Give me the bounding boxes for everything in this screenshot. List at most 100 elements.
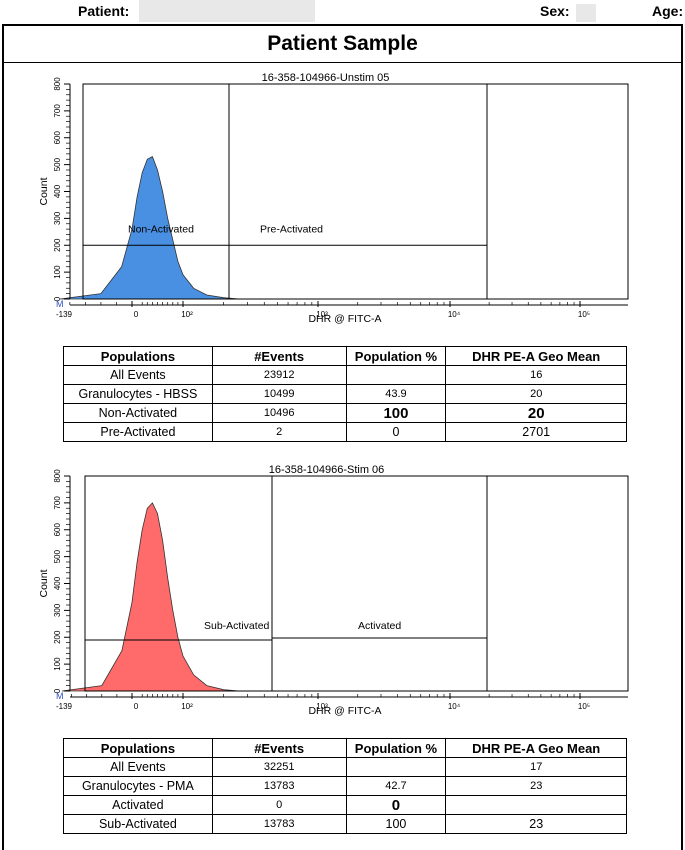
cell-geo-mean <box>445 795 627 815</box>
histogram-stim: 16-358-104966-Stim 06 Sub-Activated Activa… <box>38 464 629 717</box>
x-axis-label: DHR @ FITC-A <box>308 313 381 325</box>
y-tick-label: 600 <box>53 523 62 537</box>
x-tick-label: 0 <box>134 310 139 319</box>
cell-pct: 43.9 <box>345 384 447 404</box>
x-tick-label: 10⁴ <box>448 702 461 711</box>
cell-geo-mean: 2701 <box>445 422 627 442</box>
x-tick-label: 10⁵ <box>578 310 590 319</box>
table-header-row: Populations #Events Population % DHR PE-… <box>63 738 627 758</box>
table-row: Activated 0 0 <box>63 795 627 815</box>
cell-events: 2 <box>211 422 347 442</box>
y-tick-label: 800 <box>53 77 62 91</box>
y-tick-label: 600 <box>53 131 62 145</box>
table-header-row: Populations #Events Population % DHR PE-… <box>63 346 627 366</box>
table-row: Granulocytes - HBSS 10499 43.9 20 <box>63 384 627 404</box>
cell-pct: 0 <box>345 795 447 815</box>
x-tick-label: 10⁴ <box>448 310 461 319</box>
sex-label: Sex: <box>540 3 570 19</box>
table-row: All Events 32251 17 <box>63 757 627 777</box>
cell-pct <box>345 757 447 777</box>
cell-geo-mean: 16 <box>445 365 627 385</box>
report-frame <box>2 24 683 850</box>
y-tick-label: 100 <box>53 265 62 279</box>
x-min-marker: M <box>56 691 64 701</box>
col-populations: Populations <box>63 738 213 758</box>
col-population-pct: Population % <box>345 738 447 758</box>
cell-pct: 0 <box>345 422 447 442</box>
table-row: Sub-Activated 13783 100 23 <box>63 814 627 834</box>
y-tick-label: 0 <box>53 296 62 301</box>
cell-pct: 42.7 <box>345 776 447 796</box>
x-tick-label: 10² <box>181 310 193 319</box>
x-tick-label: -139 <box>56 310 73 319</box>
population-table-stim: Populations #Events Population % DHR PE-… <box>63 738 627 834</box>
y-axis-label: Count <box>38 569 50 597</box>
histogram-unstim: 16-358-104966-Unstim 05 Non-Activated Pre-… <box>38 72 629 325</box>
population-table-unstim: Populations #Events Population % DHR PE-… <box>63 346 627 442</box>
cell-events: 0 <box>211 795 347 815</box>
plot-frame <box>82 83 629 300</box>
cell-geo-mean: 23 <box>445 776 627 796</box>
x-tick-label: 10² <box>181 702 193 711</box>
cell-geo-mean: 20 <box>445 403 627 423</box>
cell-geo-mean: 23 <box>445 814 627 834</box>
col-populations: Populations <box>63 346 213 366</box>
y-tick-label: 0 <box>53 688 62 693</box>
cell-population: Activated <box>63 795 213 815</box>
cell-population: Granulocytes - PMA <box>63 776 213 796</box>
patient-name-redacted <box>139 0 315 22</box>
sex-redacted <box>576 4 596 22</box>
cell-events: 23912 <box>211 365 347 385</box>
col-population-pct: Population % <box>345 346 447 366</box>
table-row: Non-Activated 10496 100 20 <box>63 403 627 423</box>
cell-events: 13783 <box>211 776 347 796</box>
cell-population: All Events <box>63 757 213 777</box>
y-tick-label: 400 <box>53 184 62 198</box>
y-tick-label: 100 <box>53 657 62 671</box>
table-row: All Events 23912 16 <box>63 365 627 385</box>
x-tick-label: 10⁵ <box>578 702 590 711</box>
cell-population: All Events <box>63 365 213 385</box>
plot-title: 16-358-104966-Unstim 05 <box>262 72 390 84</box>
table-row: Granulocytes - PMA 13783 42.7 23 <box>63 776 627 796</box>
y-tick-label: 800 <box>53 469 62 483</box>
cell-events: 10499 <box>211 384 347 404</box>
patient-header: Patient: Sex: Age: <box>0 0 685 24</box>
section-title: Patient Sample <box>2 26 683 63</box>
y-tick-label: 700 <box>53 104 62 118</box>
cell-population: Sub-Activated <box>63 814 213 834</box>
gate-label: Sub-Activated <box>204 620 270 632</box>
y-axis-label: Count <box>38 177 50 205</box>
cell-events: 32251 <box>211 757 347 777</box>
col-geo-mean: DHR PE-A Geo Mean <box>445 346 627 366</box>
col-geo-mean: DHR PE-A Geo Mean <box>445 738 627 758</box>
histogram-area <box>59 156 240 300</box>
cell-population: Pre-Activated <box>63 422 213 442</box>
cell-pct: 100 <box>345 403 447 423</box>
y-tick-label: 200 <box>53 238 62 252</box>
cell-population: Granulocytes - HBSS <box>63 384 213 404</box>
x-tick-label: 10³ <box>316 310 328 319</box>
x-min-marker: M <box>56 299 64 309</box>
col-events: #Events <box>211 738 347 758</box>
y-tick-label: 300 <box>53 603 62 617</box>
y-tick-label: 500 <box>53 549 62 563</box>
histogram-area <box>61 502 240 692</box>
patient-label: Patient: <box>78 3 130 19</box>
age-label: Age: <box>652 3 684 19</box>
gate-label: Non-Activated <box>128 223 194 235</box>
col-events: #Events <box>211 346 347 366</box>
x-tick-label: 0 <box>134 702 139 711</box>
table-row: Pre-Activated 2 0 2701 <box>63 422 627 442</box>
y-tick-label: 500 <box>53 157 62 171</box>
x-tick-label: 10³ <box>316 702 328 711</box>
gate-label: Activated <box>358 620 401 632</box>
y-tick-label: 700 <box>53 496 62 510</box>
gate-label: Pre-Activated <box>260 223 323 235</box>
x-axis-label: DHR @ FITC-A <box>308 705 381 717</box>
y-tick-label: 300 <box>53 211 62 225</box>
cell-population: Non-Activated <box>63 403 213 423</box>
y-tick-label: 200 <box>53 630 62 644</box>
cell-events: 10496 <box>211 403 347 423</box>
x-tick-label: -139 <box>56 702 73 711</box>
